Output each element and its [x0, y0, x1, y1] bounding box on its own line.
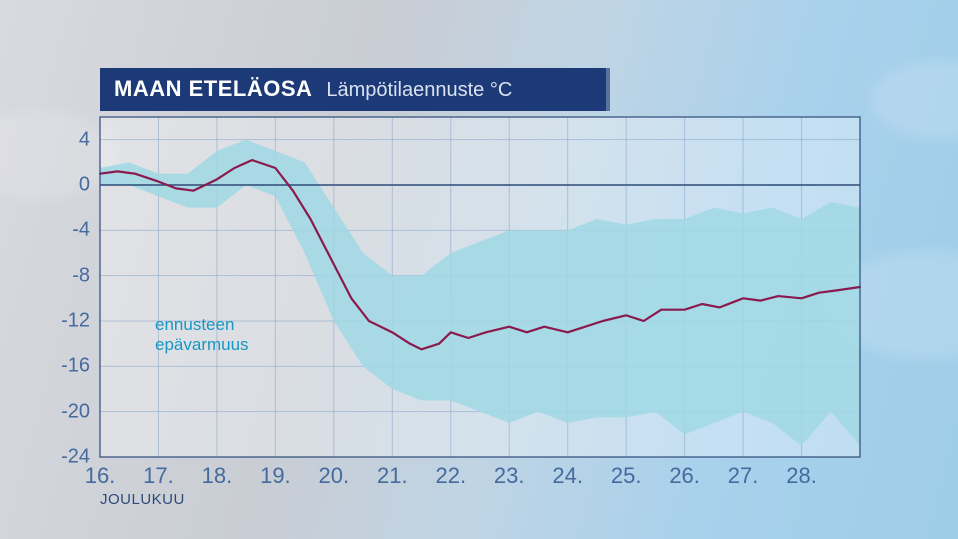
- y-tick-label: -16: [61, 355, 90, 378]
- x-tick-label: 19.: [260, 463, 291, 489]
- x-tick-label: 27.: [728, 463, 759, 489]
- x-tick-label: 28.: [786, 463, 817, 489]
- chart-title-bar: MAAN ETELÄOSA Lämpötilaennuste °C: [100, 68, 610, 111]
- y-tick-label: -20: [61, 400, 90, 423]
- y-tick-label: -12: [61, 310, 90, 333]
- y-tick-label: 4: [79, 128, 90, 151]
- x-axis-title: JOULUKUU: [100, 491, 185, 508]
- x-tick-label: 18.: [202, 463, 233, 489]
- title-subtitle: Lämpötilaennuste °C: [326, 79, 512, 102]
- uncertainty-annotation: ennusteen epävarmuus: [155, 315, 249, 354]
- x-tick-label: 23.: [494, 463, 525, 489]
- x-tick-label: 20.: [319, 463, 350, 489]
- x-tick-label: 16.: [85, 463, 116, 489]
- x-tick-label: 24.: [552, 463, 583, 489]
- plot-area: ennusteen epävarmuus JOULUKUU 40-4-8-12-…: [100, 117, 860, 457]
- y-tick-label: -4: [72, 219, 90, 242]
- x-tick-label: 17.: [143, 463, 174, 489]
- plot-svg: [100, 117, 860, 457]
- x-tick-label: 21.: [377, 463, 408, 489]
- x-tick-label: 22.: [435, 463, 466, 489]
- title-region: MAAN ETELÄOSA: [114, 76, 312, 102]
- x-tick-label: 25.: [611, 463, 642, 489]
- y-tick-label: 0: [79, 174, 90, 197]
- annot-line2: epävarmuus: [155, 335, 249, 354]
- y-tick-label: -8: [72, 264, 90, 287]
- annot-line1: ennusteen: [155, 315, 234, 334]
- x-tick-label: 26.: [669, 463, 700, 489]
- forecast-chart: MAAN ETELÄOSA Lämpötilaennuste °C ennust…: [100, 68, 860, 457]
